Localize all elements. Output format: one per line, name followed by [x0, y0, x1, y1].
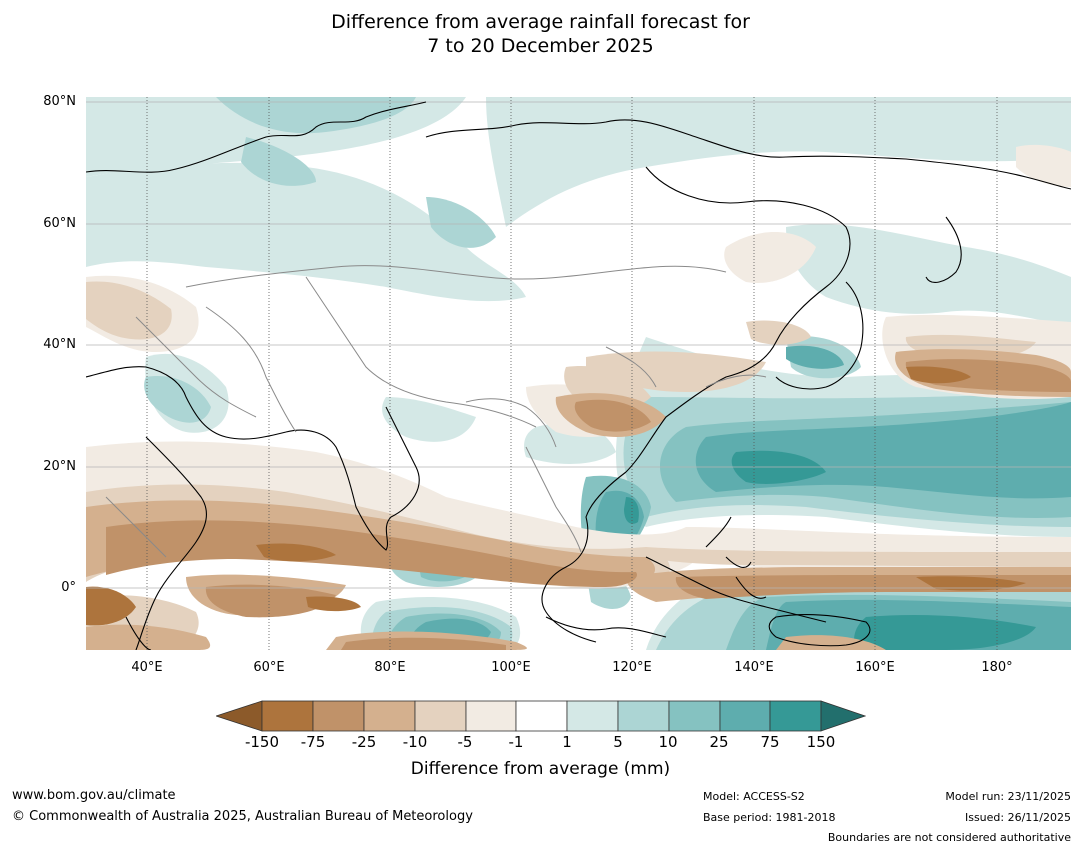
- colorbar-tick: -5: [457, 733, 473, 751]
- colorbar-segment: [312, 700, 365, 732]
- colorbar: [216, 700, 866, 732]
- lat-label-80n: 80°N: [43, 94, 76, 109]
- boundaries-note: Boundaries are not considered authoritat…: [827, 831, 1071, 844]
- colorbar-tick: -10: [402, 733, 428, 751]
- colorbar-segment: [719, 700, 771, 732]
- lon-label-120e: 120°E: [612, 660, 652, 675]
- colorbar-segment: [566, 700, 619, 732]
- colorbar-tick: 10: [658, 733, 678, 751]
- colorbar-tick: -25: [351, 733, 377, 751]
- model-text: Model: ACCESS-S2: [703, 790, 805, 803]
- lat-label-40n: 40°N: [43, 337, 76, 352]
- colorbar-tick: 1: [562, 733, 572, 751]
- anomaly-dry-extreme: [86, 366, 1026, 626]
- anomaly-wet-extreme: [624, 450, 1036, 650]
- colorbar-tick: -150: [244, 733, 280, 751]
- colorbar-segment: [363, 700, 416, 732]
- lon-label-40e: 40°E: [131, 660, 163, 675]
- base-period-text: Base period: 1981-2018: [703, 811, 836, 824]
- map-svg: [86, 97, 1071, 650]
- lon-label-140e: 140°E: [734, 660, 774, 675]
- coastlines: [86, 101, 1071, 650]
- colorbar-extend-high: [820, 700, 866, 732]
- lon-label-100e: 100°E: [491, 660, 531, 675]
- title-line-1: Difference from average rainfall forecas…: [331, 11, 750, 33]
- colorbar-segment: [465, 700, 517, 732]
- lon-label-160e: 160°E: [855, 660, 895, 675]
- colorbar-segment: [261, 700, 314, 732]
- issued-text: Issued: 26/11/2025: [964, 811, 1071, 824]
- model-run-text: Model run: 23/11/2025: [945, 790, 1071, 803]
- longitude-gridlines: [146, 97, 998, 650]
- website-link[interactable]: www.bom.gov.au/climate: [12, 788, 176, 803]
- lon-label-180: 180°: [981, 660, 1013, 675]
- map-title: Difference from average rainfall forecas…: [0, 10, 1081, 58]
- anomaly-dry-heavy: [106, 359, 1071, 650]
- colorbar-segment: [617, 700, 670, 732]
- lat-label-60n: 60°N: [43, 216, 76, 231]
- colorbar-segment: [668, 700, 721, 732]
- country-boundaries: [105, 265, 767, 558]
- colorbar-segment: [769, 700, 822, 732]
- colorbar-tick: 5: [613, 733, 623, 751]
- lat-label-20n: 20°N: [43, 459, 76, 474]
- copyright-text: © Commonwealth of Australia 2025, Austra…: [12, 809, 473, 824]
- colorbar-tick: -1: [508, 733, 524, 751]
- colorbar-tick: 25: [709, 733, 729, 751]
- rainfall-anomaly-map: [86, 97, 1071, 650]
- colorbar-title: Difference from average (mm): [410, 759, 671, 779]
- colorbar-segment: [515, 700, 568, 732]
- colorbar-tick: 75: [760, 733, 780, 751]
- latitude-gridlines: [86, 101, 1071, 589]
- lon-label-80e: 80°E: [374, 660, 406, 675]
- colorbar-extend-low: [216, 700, 263, 732]
- title-line-2: 7 to 20 December 2025: [427, 35, 654, 57]
- lat-label-0: 0°: [61, 580, 76, 595]
- lon-label-60e: 60°E: [253, 660, 285, 675]
- colorbar-segment: [414, 700, 467, 732]
- colorbar-tick: -75: [300, 733, 326, 751]
- colorbar-tick: 150: [806, 733, 836, 751]
